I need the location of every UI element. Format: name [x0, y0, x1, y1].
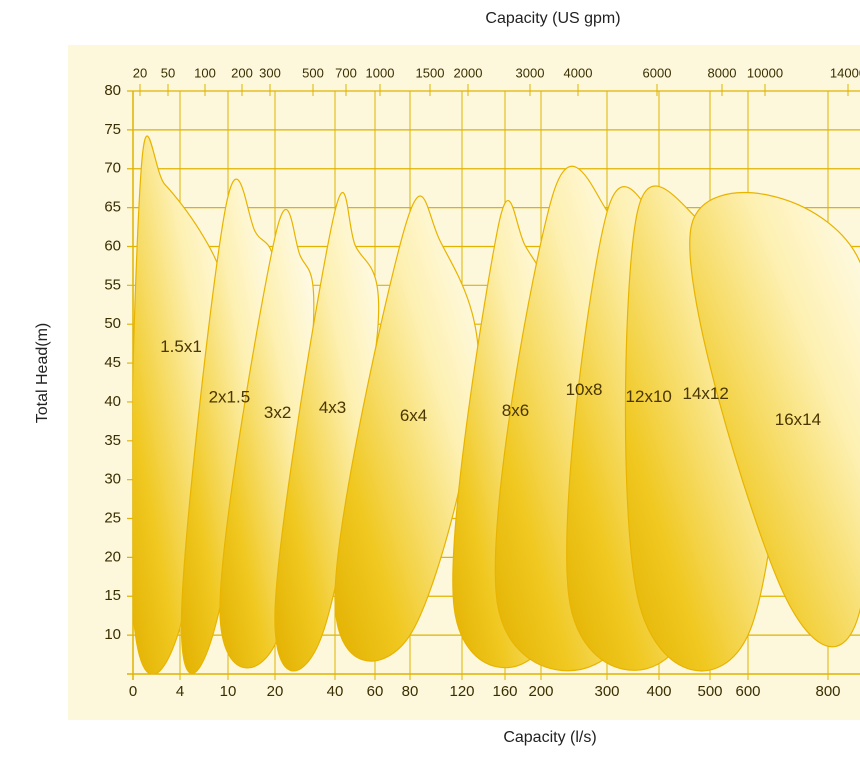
x-axis-title: Capacity (l/s)	[503, 729, 596, 746]
y-tick-label: 65	[104, 199, 121, 216]
y-axis-title: Total Head(m)	[34, 323, 51, 423]
pump-label: 8x6	[502, 401, 529, 420]
top-axis-title: Capacity (US gpm)	[485, 10, 620, 27]
y-tick-label: 45	[104, 354, 121, 371]
y-tick-label: 40	[104, 393, 121, 410]
pump-label: 14x12	[683, 384, 729, 403]
x-tick-label: 10	[220, 683, 237, 700]
top-tick-label: 8000	[708, 65, 737, 80]
x-tick-label: 600	[735, 683, 760, 700]
x-tick-label: 160	[492, 683, 517, 700]
y-tick-label: 70	[104, 160, 121, 177]
x-tick-label: 60	[367, 683, 384, 700]
top-tick-label: 1500	[416, 65, 445, 80]
regions	[133, 135, 860, 674]
pump-label: 1.5x1	[160, 337, 202, 356]
x-tick-label: 20	[267, 683, 284, 700]
top-tick-label: 4000	[564, 65, 593, 80]
top-tick-label: 20	[133, 65, 147, 80]
y-tick-label: 75	[104, 121, 121, 138]
pump-label: 12x10	[626, 387, 672, 406]
top-tick-label: 14000	[830, 65, 860, 80]
x-tick-label: 800	[815, 683, 840, 700]
pump-label: 6x4	[400, 406, 427, 425]
top-tick-label: 6000	[643, 65, 672, 80]
pump-label: 10x8	[566, 380, 603, 399]
x-tick-label: 40	[327, 683, 344, 700]
x-tick-label: 200	[528, 683, 553, 700]
y-tick-label: 80	[104, 82, 121, 99]
x-tick-label: 80	[402, 683, 419, 700]
y-tick-label: 25	[104, 510, 121, 527]
y-tick-label: 10	[104, 626, 121, 643]
top-tick-label: 50	[161, 65, 175, 80]
top-tick-label: 2000	[454, 65, 483, 80]
top-tick-label: 300	[259, 65, 281, 80]
x-tick-label: 400	[646, 683, 671, 700]
top-tick-label: 3000	[516, 65, 545, 80]
y-tick-label: 60	[104, 237, 121, 254]
pump-region	[689, 192, 860, 648]
top-tick-label: 700	[335, 65, 357, 80]
top-tick-label: 500	[302, 65, 324, 80]
y-tick-label: 30	[104, 471, 121, 488]
y-tick-label: 20	[104, 548, 121, 565]
pump-label: 4x3	[319, 398, 346, 417]
x-tick-label: 120	[449, 683, 474, 700]
top-tick-label: 1000	[366, 65, 395, 80]
top-tick-label: 100	[194, 65, 216, 80]
pump-region	[334, 195, 480, 662]
x-tick-label: 300	[594, 683, 619, 700]
y-tick-label: 15	[104, 587, 121, 604]
top-tick-label: 200	[231, 65, 253, 80]
y-tick-label: 55	[104, 276, 121, 293]
x-tick-label: 0	[129, 683, 137, 700]
y-tick-label: 50	[104, 315, 121, 332]
pump-label: 16x14	[775, 410, 821, 429]
x-tick-label: 500	[697, 683, 722, 700]
top-tick-label: 10000	[747, 65, 783, 80]
x-tick-label: 4	[176, 683, 184, 700]
y-tick-label: 35	[104, 432, 121, 449]
pump-label: 3x2	[264, 403, 291, 422]
pump-label: 2x1.5	[209, 388, 251, 407]
